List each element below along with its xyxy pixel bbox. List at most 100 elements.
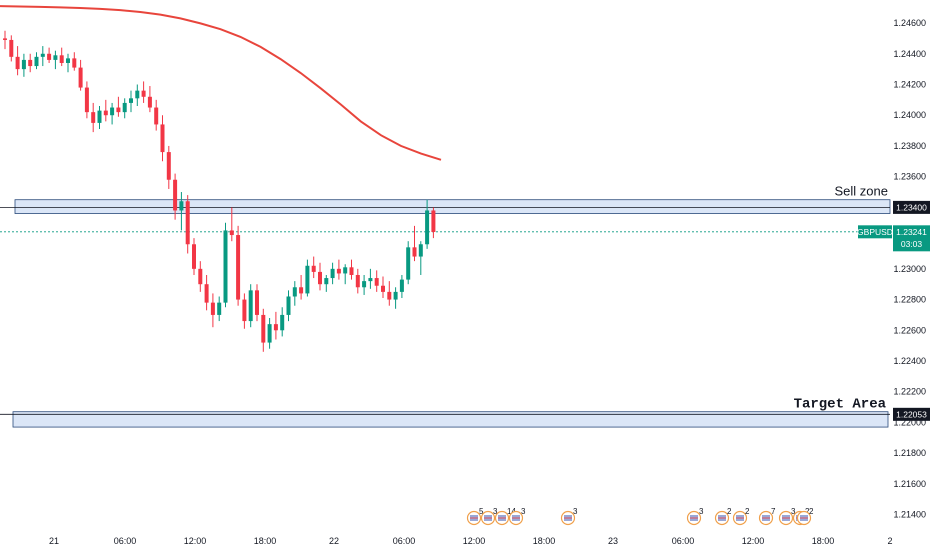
candle-body	[280, 314, 285, 331]
event-count: 2	[805, 507, 810, 516]
economic-event-marker[interactable]: 2	[714, 507, 733, 526]
time-tick-label: 12:00	[463, 536, 486, 546]
economic-event-marker[interactable]: 3	[778, 507, 797, 526]
candle-body	[160, 124, 165, 153]
event-count: 2	[727, 507, 732, 516]
time-tick-label: 23	[608, 536, 618, 546]
event-count: 14	[507, 507, 516, 516]
event-count: 5	[479, 507, 484, 516]
candle-body	[362, 281, 367, 288]
candle-body	[236, 235, 241, 300]
candle-body	[141, 90, 146, 97]
candle-body	[273, 324, 278, 331]
event-count: 2	[809, 507, 814, 516]
candle-body	[15, 56, 20, 70]
candle-body	[179, 201, 184, 211]
price-tick-label: 1.23800	[893, 141, 926, 151]
economic-event-marker[interactable]: 3	[508, 507, 527, 526]
candle-body	[173, 179, 178, 211]
candle-body	[387, 291, 392, 300]
sell-zone-rect[interactable]	[14, 199, 891, 214]
price-tick-label: 1.23600	[893, 172, 926, 182]
price-tick-label: 1.22400	[893, 356, 926, 366]
candle-body	[103, 110, 108, 116]
candle-body	[204, 284, 209, 303]
candle-body	[330, 268, 335, 279]
candle-body	[311, 265, 316, 272]
economic-event-marker[interactable]: 3	[560, 507, 579, 526]
candle-body	[418, 244, 423, 257]
event-count: 2	[745, 507, 750, 516]
candle-body	[255, 290, 259, 315]
candle-body	[318, 271, 322, 285]
time-tick-label: 21	[49, 536, 59, 546]
candle-body	[59, 55, 64, 63]
candle-body	[78, 67, 83, 88]
target-area-price-tag: 1.22053	[893, 407, 930, 421]
event-count: 3	[573, 507, 578, 516]
candle-body	[412, 247, 417, 257]
candles-layer	[3, 30, 436, 352]
event-count: 3	[521, 507, 526, 516]
candle-body	[53, 55, 58, 60]
bar-countdown-text: 03:03	[901, 239, 923, 249]
price-tick-label: 1.22600	[893, 325, 926, 335]
candle-body	[349, 267, 354, 275]
time-axis[interactable]: 21 06:00 12:00 18:00 22 06:00 12:00 18:00 23 06:0…	[49, 536, 893, 546]
price-tick-label: 1.22200	[893, 387, 926, 397]
sell-zone-label: Sell zone	[835, 184, 888, 199]
candle-body	[431, 210, 436, 232]
candle-body	[406, 247, 411, 280]
candle-body	[324, 278, 329, 285]
candle-body	[72, 58, 77, 68]
economic-event-marker[interactable]: 3	[480, 507, 499, 526]
economic-event-marker[interactable]: 14	[494, 507, 517, 526]
candle-body	[368, 278, 373, 282]
event-count: 3	[699, 507, 704, 516]
candle-body	[374, 278, 379, 286]
economic-event-marker[interactable]: 3	[686, 507, 705, 526]
economic-event-marker[interactable]: 7	[758, 507, 777, 526]
candle-body	[47, 53, 52, 60]
time-tick-label: 12:00	[184, 536, 207, 546]
time-tick-label: 18:00	[254, 536, 277, 546]
candle-body	[299, 287, 304, 294]
moving-average-line	[0, 5, 442, 161]
symbol-price-tag[interactable]: GBPUSD 1.23241 03:03	[857, 225, 930, 252]
candle-body	[267, 324, 272, 343]
price-tick-label: 1.22000	[893, 417, 926, 427]
candle-body	[185, 201, 190, 245]
candle-body	[242, 299, 247, 322]
time-tick-label: 18:00	[533, 536, 556, 546]
economic-event-marker[interactable]: 2	[796, 507, 815, 526]
time-tick-label: 18:00	[812, 536, 835, 546]
price-tick-label: 1.24400	[893, 49, 926, 59]
event-count: 7	[771, 507, 776, 516]
current-price-text: 1.23241	[896, 227, 927, 237]
target-area-rect[interactable]	[12, 411, 889, 428]
candle-body	[129, 98, 133, 103]
candle-body	[229, 230, 234, 236]
candle-body	[343, 267, 348, 274]
time-tick-label: 06:00	[672, 536, 695, 546]
candle-body	[97, 110, 102, 123]
economic-event-marker[interactable]: 2	[732, 507, 751, 526]
candle-body	[110, 107, 115, 116]
candle-body	[21, 59, 26, 70]
candle-body	[381, 285, 385, 292]
economic-event-marker[interactable]: 5	[466, 507, 485, 526]
sell-zone-price-text: 1.23400	[896, 202, 927, 212]
candle-body	[198, 268, 203, 285]
candle-body	[223, 230, 228, 303]
time-tick-label: 12:00	[742, 536, 765, 546]
event-count: 3	[493, 507, 498, 516]
time-tick-label: 22	[329, 536, 339, 546]
candle-body	[34, 56, 39, 67]
candle-body	[399, 279, 404, 292]
candle-body	[122, 102, 127, 113]
candle-body	[84, 87, 89, 113]
candle-body	[135, 90, 140, 99]
price-tick-label: 1.24000	[893, 110, 926, 120]
price-tick-label: 1.21400	[893, 510, 926, 520]
